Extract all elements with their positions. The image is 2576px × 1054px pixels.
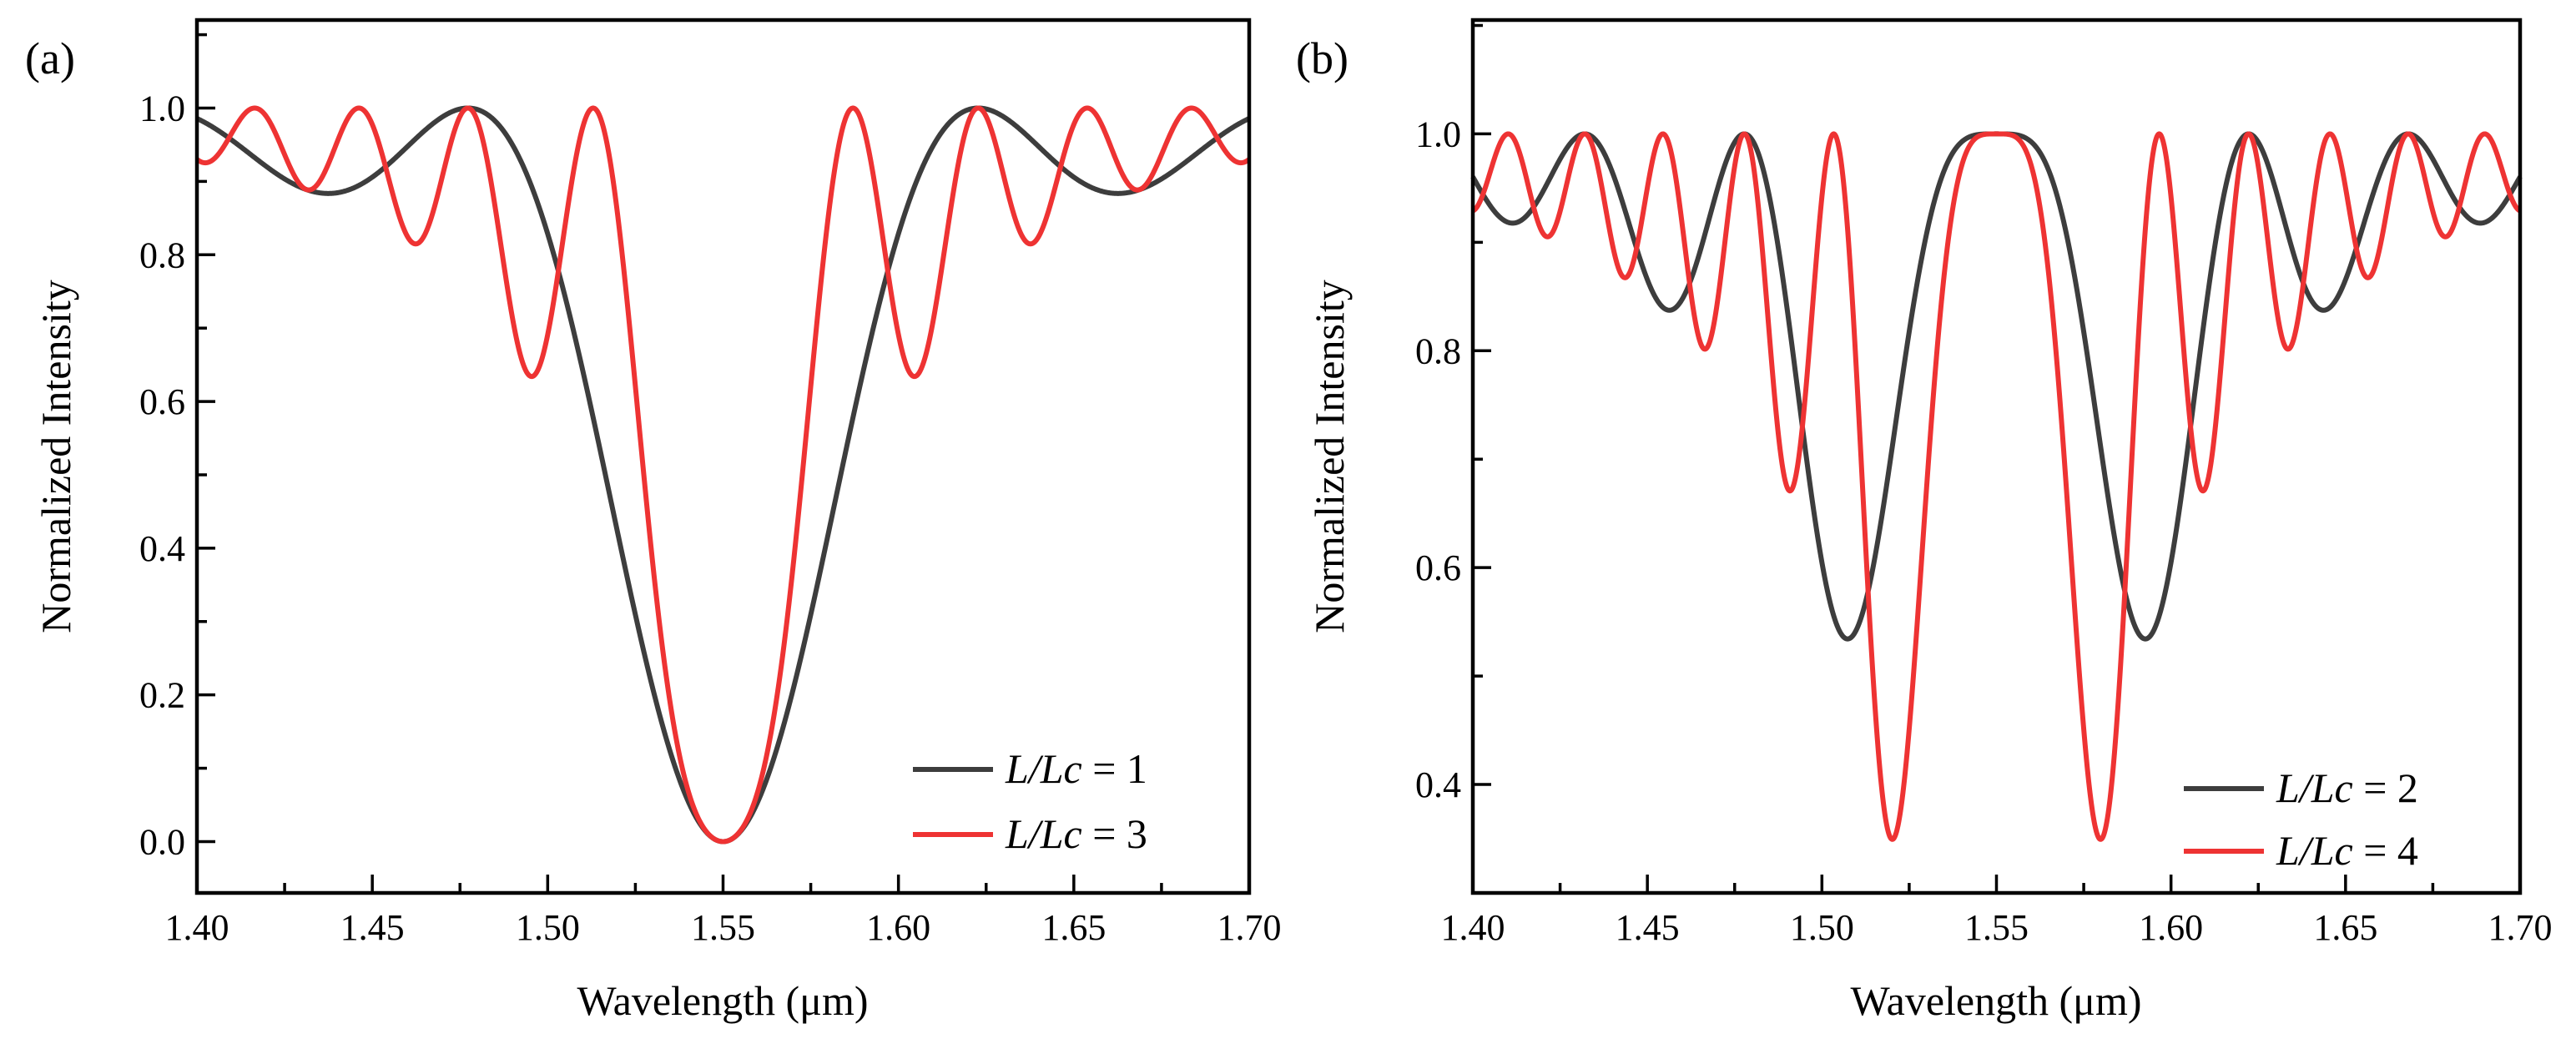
x-tick-label-b-3: 1.55 [1964,907,2029,948]
legend-value-a-1: = 3 [1092,810,1147,857]
series-line-b-1 [1470,131,2523,842]
plot-frame-b [1470,18,2523,895]
ticks-b: 1.40 1.45 1.50 1.55 1.60 1.65 1.70 0.4 0.6 0.8 1.0 [1415,23,2553,948]
x-tick-label-b-0: 1.40 [1441,907,1505,948]
x-tick-label-b-1: 1.45 [1616,907,1680,948]
panel-label-a: (a) [25,33,75,83]
x-tick-label-a-1: 1.45 [340,907,405,948]
legend-var-a-1: L/Lc [1005,810,1082,857]
legend-a: L/Lc = 1 L/Lc = 3 [913,745,1147,857]
legend-value-b-0: = 2 [2363,764,2418,811]
x-tick-label-b-2: 1.50 [1790,907,1854,948]
y-tick-label-a-5: 1.0 [139,88,185,129]
series-layer-b [1470,131,2523,842]
series-line-a-1 [194,105,1252,845]
panel-b: (b) 1.40 1.45 1.50 1.55 1.60 1.65 1.70 0.4 0.6 0.… [1296,18,2553,1024]
y-tick-label-b-0: 0.4 [1415,764,1461,805]
x-tick-label-a-3: 1.55 [691,907,755,948]
legend-label-b-0: L/Lc = 2 [2276,764,2418,811]
x-axis-label-b: Wavelength (μm) [1850,977,2141,1024]
y-axis-label-a: Normalized Intensity [33,280,79,633]
legend-var-a-0: L/Lc [1005,745,1082,792]
x-tick-label-a-0: 1.40 [165,907,229,948]
legend-label-b-1: L/Lc = 4 [2276,827,2418,874]
series-line-a-0 [194,105,1252,845]
series-line-b-0 [1470,131,2523,642]
x-tick-label-b-5: 1.65 [2313,907,2377,948]
x-tick-label-a-2: 1.50 [516,907,580,948]
y-tick-label-a-2: 0.4 [139,528,185,569]
x-tick-label-b-6: 1.70 [2488,907,2553,948]
x-tick-label-a-6: 1.70 [1217,907,1282,948]
y-tick-label-b-3: 1.0 [1415,113,1461,154]
x-tick-label-a-4: 1.60 [866,907,930,948]
y-axis-label-b: Normalized Intensity [1306,280,1353,633]
ticks-a: 1.40 1.45 1.50 1.55 1.60 1.65 1.70 0.0 0.2 0.4 0.6… [139,33,1282,948]
series-layer-a [194,105,1252,845]
legend-value-a-0: = 1 [1092,745,1147,792]
legend-label-a-1: L/Lc = 3 [1005,810,1147,857]
legend-var-b-1: L/Lc [2276,827,2353,874]
y-tick-label-b-2: 0.8 [1415,330,1461,371]
y-tick-label-a-1: 0.2 [139,675,185,716]
x-tick-label-b-4: 1.60 [2139,907,2203,948]
legend-value-b-1: = 4 [2363,827,2418,874]
y-tick-label-a-4: 0.8 [139,235,185,275]
panel-a: (a) 1.40 1.45 1.50 1.55 1.60 1.65 1.70 0.0 0.2 0.… [25,18,1282,1024]
y-tick-label-a-3: 0.6 [139,381,185,422]
x-axis-label-a: Wavelength (μm) [577,977,868,1024]
x-tick-label-a-5: 1.65 [1041,907,1106,948]
legend-label-a-0: L/Lc = 1 [1005,745,1147,792]
y-tick-label-b-1: 0.6 [1415,547,1461,588]
legend-b: L/Lc = 2 L/Lc = 4 [2184,764,2418,874]
legend-var-b-0: L/Lc [2276,764,2353,811]
panel-label-b: (b) [1296,33,1348,83]
y-tick-label-a-0: 0.0 [139,821,185,862]
